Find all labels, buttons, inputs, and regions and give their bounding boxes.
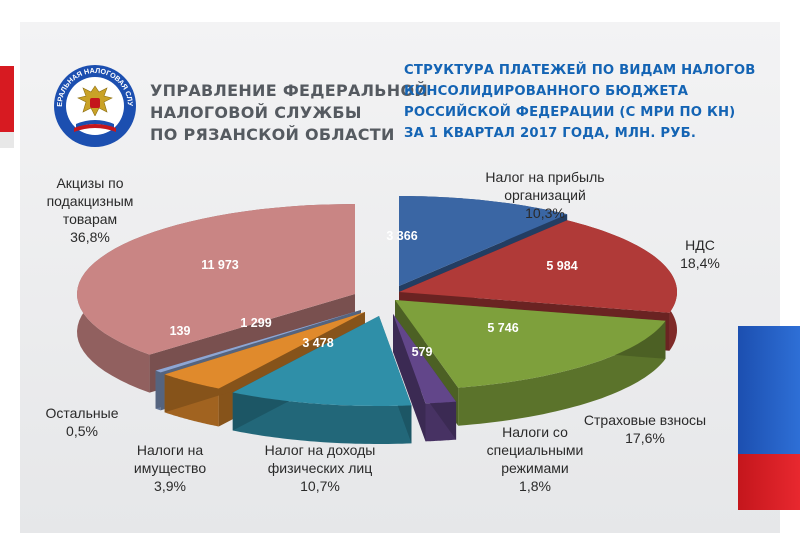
pie-slice-top [232,316,412,406]
chart-title: СТРУКТУРА ПЛАТЕЖЕЙ ПО ВИДАМ НАЛОГОВ КОНС… [404,60,756,144]
pie-slice [232,316,412,444]
org-line-2: НАЛОГОВОЙ СЛУЖБЫ [150,103,362,122]
category-label: Страховые взносы 17,6% [584,412,706,446]
data-label: 1 299 [240,316,271,330]
pie-slice-wall [393,314,426,442]
data-label: 5 984 [546,259,577,273]
pie-slice-top [155,310,361,373]
category-label: НДС 18,4% [680,237,720,271]
pie-slice-top [395,300,666,388]
flag-stripe-left [0,66,14,148]
title-line-3: РОССИЙСКОЙ ФЕДЕРАЦИИ (С МРИ ПО КН) [404,105,736,120]
data-label: 11 973 [201,258,239,272]
pie-slice-top [399,196,568,286]
data-label: 139 [170,324,191,338]
flag-stripe-right [738,326,800,510]
data-label: 579 [412,345,433,359]
organization-name: УПРАВЛЕНИЕ ФЕДЕРАЛЬНОЙ НАЛОГОВОЙ СЛУЖБЫ … [150,80,428,146]
category-label: Остальные 0,5% [46,405,119,439]
category-label: Акцизы по подакцизным товарам 36,8% [47,175,134,245]
data-label: 3 478 [302,336,333,350]
pie-slice-top [393,314,457,404]
pie-slice-side [458,320,666,426]
org-line-1: УПРАВЛЕНИЕ ФЕДЕРАЛЬНОЙ [150,81,429,100]
org-line-3: ПО РЯЗАНСКОЙ ОБЛАСТИ [150,125,395,144]
data-label: 5 746 [487,321,518,335]
data-label: 3 366 [386,229,417,243]
pie-slice-top [399,220,677,313]
pie-slice [393,314,457,442]
title-line-4: ЗА 1 КВАРТАЛ 2017 ГОДА, МЛН. РУБ. [404,126,697,141]
category-label: Налог на прибыль организаций 10,3% [485,169,604,221]
pie-slice-top [77,204,355,355]
category-label: Налог на доходы физических лиц 10,7% [265,442,376,494]
title-line-2: КОНСОЛИДИРОВАННОГО БЮДЖЕТА [404,84,689,99]
category-label: Налоги на имущество 3,9% [134,442,206,494]
pie-slice-top [164,312,365,389]
fns-emblem-logo: ФЕДЕРАЛЬНАЯ НАЛОГОВАЯ СЛУЖБА [48,53,138,152]
title-line-1: СТРУКТУРА ПЛАТЕЖЕЙ ПО ВИДАМ НАЛОГОВ [404,63,756,78]
category-label: Налоги со специальными режимами 1,8% [487,424,584,494]
